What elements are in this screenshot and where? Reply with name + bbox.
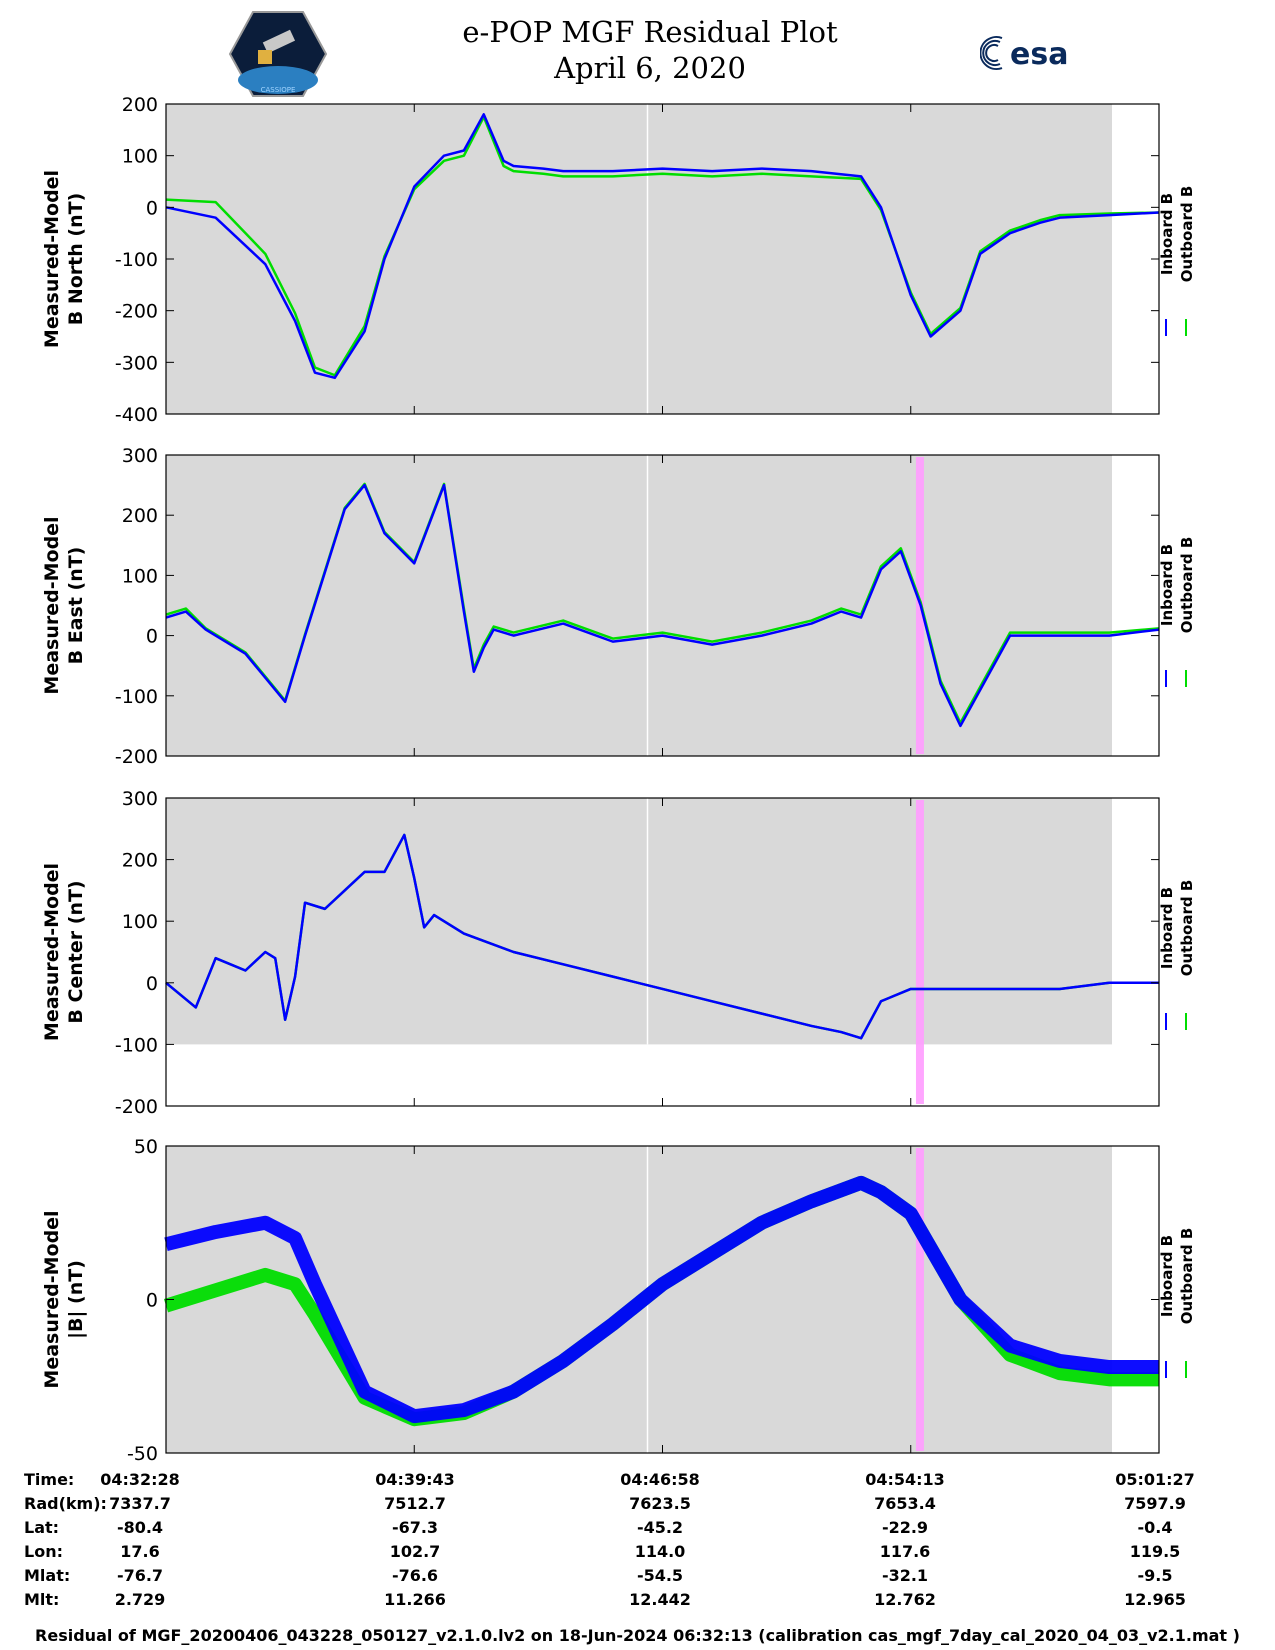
ytick-label-1-3: 0 — [146, 626, 158, 648]
info-value-3-1: 7653.4 — [874, 1494, 936, 1513]
info-value-1-3: 102.7 — [389, 1542, 441, 1561]
legend-inboard-0: Inboard B — [1158, 193, 1176, 275]
ytick-label-3-2: -50 — [127, 1443, 158, 1465]
ylabel-0-0: Measured-Model — [41, 170, 63, 348]
esa-logo-text: esa — [1010, 37, 1068, 72]
info-value-0-4: -76.7 — [116, 1566, 164, 1585]
ytick-label-1-0: 300 — [122, 445, 158, 467]
info-value-4-5: 12.965 — [1124, 1590, 1186, 1609]
legend-inboard-2: Inboard B — [1158, 887, 1176, 969]
plot-bg-2 — [166, 798, 1112, 1045]
info-value-0-0: 04:32:28 — [100, 1470, 180, 1489]
ylabel-3-1: |B| (nT) — [65, 1260, 87, 1339]
plot-title: e-POP MGF Residual Plot — [462, 15, 838, 49]
info-value-3-4: -32.1 — [881, 1566, 929, 1585]
ytick-label-0-0: 200 — [122, 94, 158, 116]
ylabel-1-1: B East (nT) — [65, 547, 87, 665]
ytick-label-1-4: -100 — [115, 686, 158, 708]
info-value-2-1: 7623.5 — [629, 1494, 691, 1513]
info-value-0-2: -80.4 — [116, 1518, 164, 1537]
plot-date: April 6, 2020 — [554, 51, 746, 85]
cassiope-logo: CASSIOPE — [228, 11, 328, 97]
info-value-2-0: 04:46:58 — [620, 1470, 700, 1489]
info-value-2-4: -54.5 — [636, 1566, 684, 1585]
info-value-4-0: 05:01:27 — [1115, 1470, 1195, 1489]
ytick-label-2-3: 0 — [146, 973, 158, 995]
ytick-label-3-0: 50 — [134, 1136, 158, 1158]
info-value-1-1: 7512.7 — [384, 1494, 446, 1513]
info-value-2-5: 12.442 — [629, 1590, 691, 1609]
info-label-5: Mlt: — [24, 1590, 60, 1609]
info-label-2: Lat: — [24, 1518, 60, 1537]
info-value-0-3: 17.6 — [120, 1542, 160, 1561]
info-value-4-2: -0.4 — [1137, 1518, 1173, 1537]
info-value-3-3: 117.6 — [879, 1542, 931, 1561]
info-label-0: Time: — [24, 1470, 75, 1489]
ytick-label-2-1: 200 — [122, 850, 158, 872]
ytick-label-2-0: 300 — [122, 788, 158, 810]
series-inboard-1 — [165, 483, 1160, 728]
ytick-label-2-2: 100 — [122, 911, 158, 933]
plot-bg-1 — [166, 455, 1112, 756]
ytick-label-0-3: -100 — [115, 249, 158, 271]
info-value-1-5: 11.266 — [384, 1590, 446, 1609]
legend-inboard-1: Inboard B — [1158, 544, 1176, 626]
ytick-label-1-2: 100 — [122, 565, 158, 587]
info-value-4-3: 119.5 — [1129, 1542, 1181, 1561]
info-value-0-1: 7337.7 — [109, 1494, 171, 1513]
info-value-3-2: -22.9 — [881, 1518, 929, 1537]
info-label-4: Mlat: — [24, 1566, 71, 1585]
cassiope-logo-text: CASSIOPE — [261, 86, 296, 94]
ylabel-0-1: B North (nT) — [65, 193, 87, 326]
ylabel-3-0: Measured-Model — [41, 1210, 63, 1388]
footer-caption: Residual of MGF_20200406_043228_050127_v… — [35, 1626, 1240, 1645]
info-label-1: Rad(km): — [24, 1494, 107, 1513]
info-value-4-1: 7597.9 — [1124, 1494, 1186, 1513]
info-label-3: Lon: — [24, 1542, 63, 1561]
ylabel-1-0: Measured-Model — [41, 516, 63, 694]
ytick-label-2-5: -200 — [115, 1096, 158, 1118]
info-value-3-5: 12.762 — [874, 1590, 936, 1609]
info-value-2-3: 114.0 — [634, 1542, 686, 1561]
info-value-0-5: 2.729 — [114, 1590, 166, 1609]
legend-outboard-1: Outboard B — [1178, 537, 1196, 634]
esa-logo: esa — [980, 36, 1068, 72]
event-marker-2 — [915, 800, 924, 1104]
legend-outboard-2: Outboard B — [1178, 880, 1196, 977]
ytick-label-0-6: -400 — [115, 404, 158, 426]
info-value-4-4: -9.5 — [1137, 1566, 1173, 1585]
event-marker-3 — [915, 1148, 924, 1451]
plot-bg-0 — [166, 104, 1112, 414]
info-value-1-0: 04:39:43 — [375, 1470, 455, 1489]
ytick-label-1-5: -200 — [115, 746, 158, 768]
legend-outboard-0: Outboard B — [1178, 186, 1196, 283]
info-value-3-0: 04:54:13 — [865, 1470, 945, 1489]
ytick-label-1-1: 200 — [122, 505, 158, 527]
ytick-label-3-1: 0 — [146, 1290, 158, 1312]
series-inboard-0 — [165, 113, 1160, 380]
ytick-label-0-5: -300 — [115, 352, 158, 374]
series-inboard-2 — [165, 833, 1159, 1040]
ytick-label-0-2: 0 — [146, 197, 158, 219]
series-inboard-3 — [164, 1175, 1159, 1424]
ytick-label-2-4: -100 — [115, 1034, 158, 1056]
ytick-label-0-4: -200 — [115, 301, 158, 323]
legend-outboard-3: Outboard B — [1178, 1228, 1196, 1325]
info-value-1-2: -67.3 — [391, 1518, 439, 1537]
ylabel-2-0: Measured-Model — [41, 863, 63, 1041]
orbit-info-table: Time: Rad(km): Lat: Lon: Mlat: Mlt: 04:32:28 73… — [0, 1470, 1275, 1620]
legend-inboard-3: Inboard B — [1158, 1235, 1176, 1317]
info-value-1-4: -76.6 — [391, 1566, 439, 1585]
title-block: e-POP MGF Residual Plot April 6, 2020 — [380, 14, 920, 86]
ytick-label-0-1: 100 — [122, 146, 158, 168]
info-value-2-2: -45.2 — [636, 1518, 684, 1537]
ylabel-2-1: B Center (nT) — [65, 880, 87, 1023]
